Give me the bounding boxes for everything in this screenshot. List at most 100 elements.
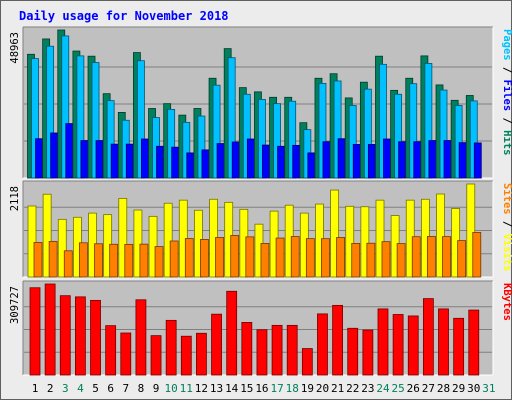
kbytes-bar-26 bbox=[407, 315, 419, 376]
side-label-part: / bbox=[501, 215, 512, 234]
side-label-part: / bbox=[501, 61, 512, 80]
sites-bar-6 bbox=[109, 243, 119, 278]
day-label-21: 21 bbox=[331, 382, 344, 395]
sites-bar-30 bbox=[472, 232, 482, 278]
files-bar-21 bbox=[333, 80, 342, 179]
visits-bar-3 bbox=[57, 218, 67, 278]
day-label-23: 23 bbox=[361, 382, 374, 395]
day-label-30: 30 bbox=[467, 382, 480, 395]
files-bar-24 bbox=[379, 63, 387, 179]
pages-bar-4 bbox=[80, 140, 89, 179]
sites-bar-23 bbox=[366, 242, 376, 278]
day-label-29: 29 bbox=[452, 382, 465, 395]
sites-bar-3 bbox=[63, 250, 73, 278]
day-label-17: 17 bbox=[270, 382, 283, 395]
pages-bar-21 bbox=[337, 138, 346, 179]
files-bar-8 bbox=[137, 60, 145, 179]
sites-bar-11 bbox=[184, 238, 194, 278]
chart-title: Daily usage for November 2018 bbox=[19, 9, 229, 23]
files-bar-5 bbox=[91, 62, 100, 179]
visits-bar-8 bbox=[133, 209, 143, 278]
files-bar-25 bbox=[394, 93, 403, 179]
kbytes-bar-22 bbox=[347, 327, 359, 376]
kbytes-bar-14 bbox=[226, 290, 238, 376]
kbytes-bar-5 bbox=[90, 299, 101, 376]
series-side-label: KBytes bbox=[501, 283, 512, 321]
sites-bar-29 bbox=[457, 240, 467, 278]
day-label-14: 14 bbox=[225, 382, 239, 395]
visits-bar-23 bbox=[360, 206, 370, 278]
files-bar-14 bbox=[227, 57, 236, 179]
pages-bar-23 bbox=[367, 144, 376, 179]
files-bar-17 bbox=[273, 103, 281, 179]
pages-bar-3 bbox=[65, 123, 74, 179]
files-bar-6 bbox=[106, 100, 115, 179]
kbytes-bar-2 bbox=[44, 283, 56, 376]
sites-bar-4 bbox=[78, 242, 88, 278]
day-label-27: 27 bbox=[422, 382, 435, 395]
pages-bar-13 bbox=[216, 143, 225, 179]
sites-bar-7 bbox=[124, 243, 134, 278]
pages-bar-19 bbox=[307, 152, 316, 179]
day-label-22: 22 bbox=[346, 382, 359, 395]
sites-bar-1 bbox=[33, 242, 43, 278]
sites-bar-20 bbox=[321, 238, 330, 278]
pages-bar-15 bbox=[246, 138, 255, 179]
files-bar-30 bbox=[469, 100, 478, 179]
kbytes-bar-4 bbox=[74, 296, 86, 376]
day-label-1: 1 bbox=[32, 382, 39, 395]
day-label-7: 7 bbox=[122, 382, 129, 395]
pages-bar-16 bbox=[262, 144, 270, 179]
side-label-part: Hits bbox=[501, 130, 512, 155]
visits-bar-21 bbox=[330, 189, 340, 278]
sites-bar-28 bbox=[442, 236, 451, 278]
day-label-6: 6 bbox=[107, 382, 114, 395]
sites-bar-13 bbox=[215, 237, 224, 278]
kbytes-bar-28 bbox=[438, 308, 449, 376]
sites-bar-9 bbox=[154, 246, 164, 278]
kbytes-bar-30 bbox=[468, 309, 480, 376]
visits-bar-24 bbox=[375, 199, 385, 278]
sites-bar-5 bbox=[94, 243, 103, 278]
kbytes-bar-20 bbox=[317, 313, 328, 376]
visits-bar-22 bbox=[345, 205, 355, 278]
kbytes-bar-6 bbox=[105, 325, 117, 376]
sites-bar-21 bbox=[336, 237, 346, 278]
files-bar-23 bbox=[363, 88, 372, 179]
day-label-10: 10 bbox=[165, 382, 178, 395]
pages-bar-24 bbox=[383, 138, 391, 179]
visits-bar-28 bbox=[436, 193, 445, 278]
day-label-3: 3 bbox=[62, 382, 69, 395]
pages-bar-27 bbox=[428, 140, 437, 179]
sites-bar-18 bbox=[290, 236, 300, 278]
day-label-28: 28 bbox=[437, 382, 450, 395]
day-label-15: 15 bbox=[240, 382, 253, 395]
kbytes-bar-13 bbox=[211, 313, 222, 376]
side-label-part: Visits bbox=[501, 234, 512, 272]
day-label-11: 11 bbox=[180, 382, 193, 395]
files-bar-26 bbox=[409, 83, 418, 179]
files-bar-12 bbox=[197, 115, 206, 179]
pages-bar-1 bbox=[35, 138, 43, 179]
day-label-12: 12 bbox=[195, 382, 208, 395]
day-label-16: 16 bbox=[255, 382, 268, 395]
day-label-2: 2 bbox=[47, 382, 54, 395]
sites-bar-8 bbox=[139, 243, 149, 278]
pages-bar-25 bbox=[398, 141, 407, 179]
sites-bar-2 bbox=[48, 240, 58, 278]
side-label-part: Files bbox=[501, 80, 512, 112]
kbytes-bar-19 bbox=[301, 348, 313, 376]
pages-bar-30 bbox=[473, 142, 482, 179]
kbytes-bar-24 bbox=[377, 308, 389, 376]
kbytes-bar-12 bbox=[196, 332, 207, 376]
sites-bar-22 bbox=[351, 243, 361, 278]
files-bar-29 bbox=[454, 105, 463, 179]
sites-bar-16 bbox=[260, 243, 270, 278]
sites-bar-25 bbox=[396, 243, 406, 278]
files-bar-22 bbox=[348, 105, 357, 179]
visits-sites-panel: 2118 Sites / Visits bbox=[9, 180, 512, 278]
sites-bar-14 bbox=[230, 235, 240, 278]
visits-bar-30 bbox=[466, 183, 476, 278]
pages-bar-14 bbox=[231, 141, 240, 179]
